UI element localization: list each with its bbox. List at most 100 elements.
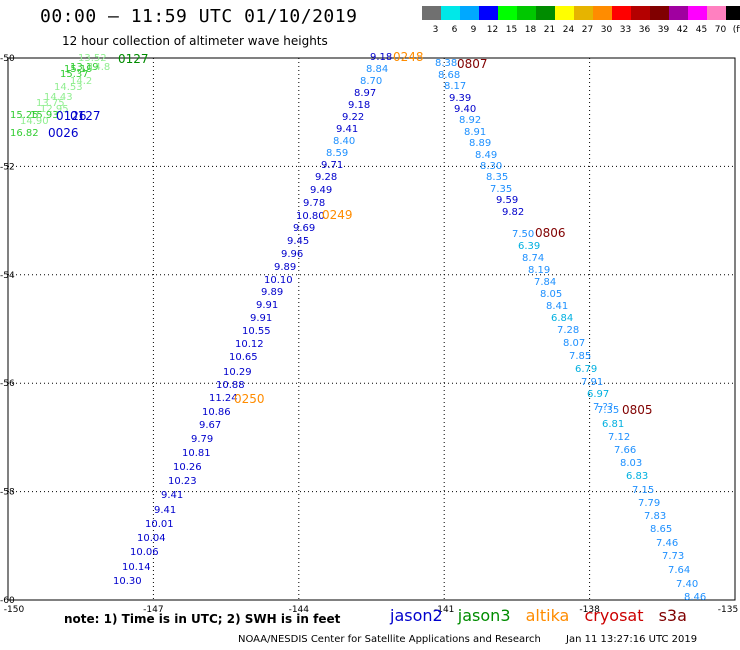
legend-swatch — [498, 6, 517, 20]
wave-height-value: 12.95 — [40, 104, 69, 115]
wave-height-value: 6.81 — [602, 419, 624, 430]
satellite-legend: jason2 jason3 altika cryosat s3a — [390, 606, 697, 625]
wave-height-value: 9.40 — [454, 104, 476, 115]
wave-height-value: 8.92 — [459, 115, 481, 126]
wave-height-value: 14.53 — [54, 82, 83, 93]
legend-swatch — [631, 6, 650, 20]
wave-height-value: 8.07 — [563, 338, 585, 349]
legend-swatch — [574, 6, 593, 20]
legend-swatch — [669, 6, 688, 20]
wave-height-value: 6.84 — [551, 313, 573, 324]
wave-height-value: 10.55 — [242, 326, 271, 337]
wave-height-value: 8.19 — [528, 265, 550, 276]
pass-time-label: 0127 — [70, 109, 101, 123]
wave-height-value: 15.37 — [60, 69, 89, 80]
wave-height-value: 8.70 — [360, 76, 382, 87]
wave-height-value: 7.66 — [614, 445, 636, 456]
legend-label: 30 — [601, 25, 613, 35]
wave-height-value: 7.91 — [581, 377, 603, 388]
legend-swatch — [688, 6, 707, 20]
wave-height-value: 9.41 — [161, 490, 183, 501]
plot-frame — [7, 57, 736, 601]
wave-height-value: 15.93 — [30, 110, 59, 121]
wave-height-value: 6.83 — [626, 471, 648, 482]
wave-height-value: 14.90 — [20, 116, 49, 127]
wave-height-value: 10.12 — [235, 339, 264, 350]
lat-tick-label: -60 — [0, 596, 15, 606]
pass-time-label: 0806 — [535, 226, 566, 240]
legend-swatch — [460, 6, 479, 20]
legend-label: 18 — [525, 25, 537, 35]
wave-height-value: 8.46 — [684, 592, 706, 603]
wave-height-value: 9.39 — [449, 93, 471, 104]
wave-height-value: 8.40 — [333, 136, 355, 147]
footer-credit: NOAA/NESDIS Center for Satellite Applica… — [238, 634, 541, 645]
legend-label: (ft) — [733, 25, 740, 35]
page-title: 00:00 – 11:59 UTC 01/10/2019 — [40, 6, 358, 27]
legend-label: 12 — [487, 25, 498, 35]
wave-height-value: 10.65 — [229, 352, 258, 363]
legend-swatch — [479, 6, 498, 20]
legend-label: 3 — [433, 25, 439, 35]
wave-height-value: 10.30 — [113, 576, 142, 587]
wave-height-value: 9.79 — [191, 434, 213, 445]
legend-label: 39 — [658, 25, 670, 35]
wave-height-value: 10.80 — [296, 211, 325, 222]
wave-height-value: 10.81 — [182, 448, 211, 459]
legend-label: 24 — [563, 25, 575, 35]
wave-height-value: 7.79 — [638, 498, 660, 509]
lat-tick-label: -50 — [0, 54, 15, 64]
wave-height-value: 10.86 — [202, 407, 231, 418]
wave-height-value: 15.19 — [64, 64, 93, 75]
page-subtitle: 12 hour collection of altimeter wave hei… — [62, 34, 328, 48]
wave-height-value: 6.97 — [587, 389, 609, 400]
lon-tick-label: -138 — [579, 605, 600, 615]
wave-height-value: 8.68 — [438, 70, 460, 81]
lat-tick-label: -58 — [0, 488, 15, 498]
sat-jason2: jason2 — [390, 606, 443, 625]
wave-height-value: 8.17 — [444, 81, 466, 92]
legend-swatch — [555, 6, 574, 20]
pass-time-label: 0026 — [48, 126, 79, 140]
sat-jason3: jason3 — [457, 606, 511, 625]
wave-height-value: 9.91 — [250, 313, 272, 324]
wave-height-value: 9.18 — [370, 52, 392, 63]
wave-height-value: 15.25 — [10, 110, 39, 121]
wave-height-value: 9.49 — [310, 185, 332, 196]
wave-height-value: 7.35 — [490, 184, 512, 195]
wave-height-value: 10.04 — [137, 533, 166, 544]
legend-label: 42 — [677, 25, 688, 35]
footer-timestamp: Jan 11 13:27:16 UTC 2019 — [566, 634, 698, 645]
wave-height-value: 9.45 — [287, 236, 309, 247]
wave-height-value: 8.91 — [464, 127, 486, 138]
wave-height-value: 10.06 — [130, 547, 159, 558]
wave-height-value: 7.85 — [569, 351, 591, 362]
wave-height-value: 9.71 — [321, 160, 343, 171]
wave-height-value: 8.84 — [366, 64, 388, 75]
wave-height-value: 10.01 — [145, 519, 174, 530]
wave-height-value: 9.96 — [281, 249, 303, 260]
wave-height-value: 7.46 — [656, 538, 678, 549]
wave-height-value: 9.59 — [496, 195, 518, 206]
note-text: note: 1) Time is in UTC; 2) SWH is in fe… — [64, 612, 341, 626]
wave-height-value: 7.73 — [662, 551, 684, 562]
wave-height-value: 7.?? — [593, 402, 613, 413]
wave-height-value: 9.18 — [348, 100, 370, 111]
lon-tick-label: -147 — [143, 605, 163, 615]
wave-height-value: 9.89 — [261, 287, 283, 298]
legend-swatch — [422, 6, 441, 20]
legend-swatch — [707, 6, 726, 20]
legend-swatch — [593, 6, 612, 20]
lon-tick-label: -141 — [434, 605, 454, 615]
wave-height-value: 10.10 — [264, 275, 293, 286]
wave-height-value: 13.75 — [36, 98, 65, 109]
wave-height-value: 9.91 — [256, 300, 278, 311]
wave-height-value: 9.82 — [502, 207, 524, 218]
wave-height-value: 8.41 — [546, 301, 568, 312]
wave-height-value: 6.39 — [518, 241, 540, 252]
wave-height-value: 10.88 — [216, 380, 245, 391]
pass-time-label: 0248 — [393, 50, 424, 64]
wave-height-value: 8.49 — [475, 150, 497, 161]
legend-swatch — [726, 6, 740, 20]
pass-time-label: 0127 — [118, 52, 149, 66]
